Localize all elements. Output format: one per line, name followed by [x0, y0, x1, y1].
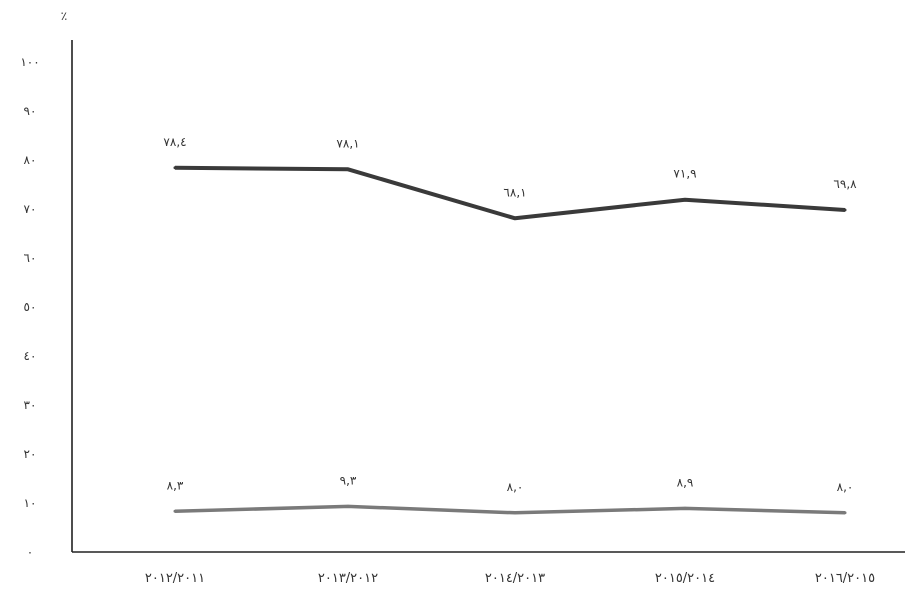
data-point — [683, 198, 687, 202]
data-point — [346, 504, 350, 508]
data-label: ٨,٣ — [167, 478, 184, 492]
data-labels: ٧٨,٤ ٧٨,١ ٦٨,١ ٧١,٩ ٦٩,٨ ٨,٣ ٩,٣ ٨,٠ ٨,٩ ٨,٠ — [163, 135, 857, 494]
x-tick-label: ٢٠١٢/٢٠١١ — [145, 571, 205, 586]
data-point — [173, 509, 177, 513]
y-tick-label: ٢٠ — [24, 447, 37, 461]
data-label: ٨,٠ — [837, 480, 854, 494]
x-tick-labels: ٢٠١٢/٢٠١١ ٢٠١٣/٢٠١٢ ٢٠١٤/٢٠١٣ ٢٠١٥/٢٠١٤ ٢٠١٦… — [145, 571, 875, 586]
y-tick-label: ٨٠ — [24, 153, 37, 167]
data-point — [843, 511, 847, 515]
series-lines — [173, 165, 847, 515]
data-point — [843, 208, 847, 212]
data-label: ٧١,٩ — [673, 167, 696, 181]
y-tick-label: ١٠٠ — [20, 55, 39, 69]
data-point — [346, 167, 350, 171]
y-tick-label: ٣٠ — [24, 398, 37, 412]
data-label: ٧٨,١ — [336, 136, 359, 150]
y-tick-label: ٦٠ — [24, 251, 37, 265]
x-tick-label: ٢٠١٣/٢٠١٢ — [318, 571, 378, 586]
x-tick-label: ٢٠١٦/٢٠١٥ — [815, 571, 875, 586]
data-point — [513, 216, 517, 220]
data-label: ٧٨,٤ — [163, 135, 186, 149]
y-tick-label: ٠ — [27, 545, 33, 559]
data-point — [683, 506, 687, 510]
y-tick-label: ٤٠ — [24, 349, 37, 363]
y-tick-labels: ٠ ١٠ ٢٠ ٣٠ ٤٠ ٥٠ ٦٠ ٧٠ ٨٠ ٩٠ ١٠٠ — [20, 55, 39, 559]
data-label: ٨,٠ — [507, 480, 524, 494]
data-label: ٩,٣ — [340, 473, 357, 487]
data-label: ٦٨,١ — [503, 185, 526, 199]
data-label: ٦٩,٨ — [833, 177, 857, 191]
y-tick-label: ١٠ — [24, 496, 37, 510]
data-label: ٨,٩ — [677, 475, 694, 489]
y-unit-label: ٪ — [61, 9, 67, 23]
y-tick-label: ٥٠ — [24, 300, 37, 314]
x-tick-label: ٢٠١٥/٢٠١٤ — [655, 571, 715, 586]
series-line-2 — [174, 504, 846, 515]
y-tick-label: ٧٠ — [24, 202, 37, 216]
data-point — [513, 511, 517, 515]
x-tick-label: ٢٠١٤/٢٠١٣ — [485, 571, 545, 586]
y-tick-label: ٩٠ — [24, 104, 37, 118]
data-point — [173, 166, 177, 170]
